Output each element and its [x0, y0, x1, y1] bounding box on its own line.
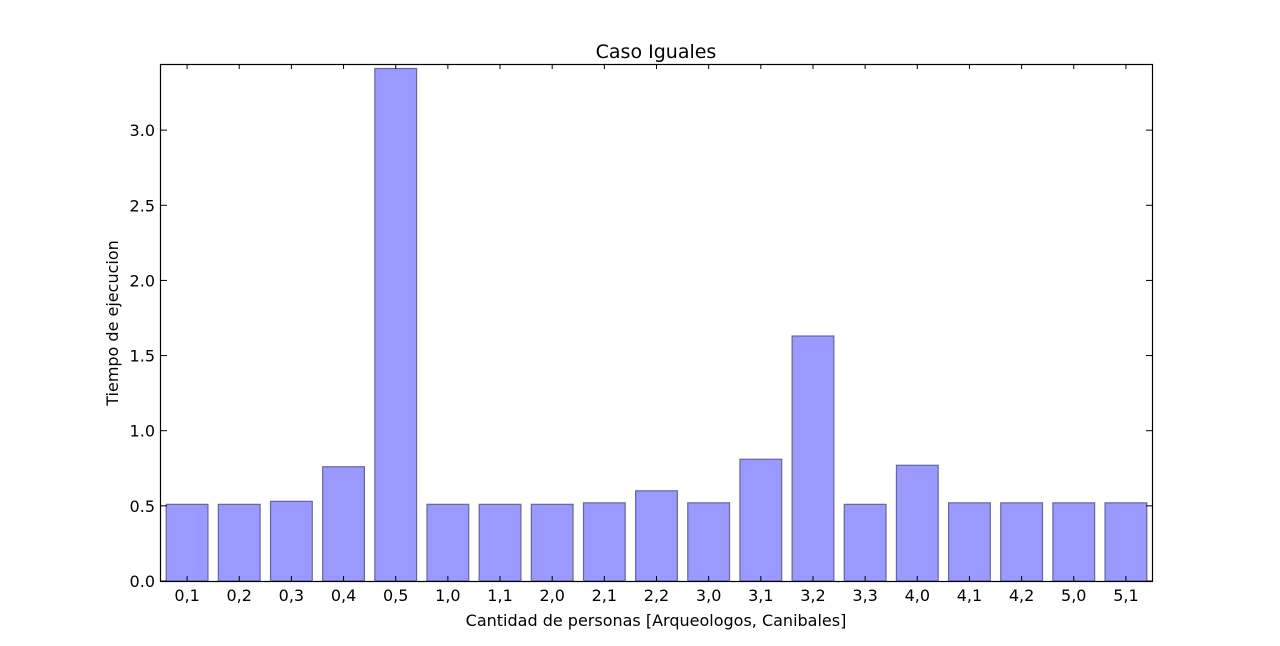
- bar-0-3: [269, 500, 313, 582]
- bar-3-3: [843, 503, 887, 582]
- bar-4-0: [895, 464, 939, 582]
- x-tick-label: 5,1: [1113, 586, 1138, 605]
- x-tick-label: 0,4: [331, 586, 356, 605]
- y-axis-label: Tiempo de ejecucion: [103, 240, 122, 407]
- x-axis: 0,1 0,2 0,3 0,4 0,5 1,0 1,1 2,0 2,1 2,2 3,0 3,1 3,2 3…: [174, 64, 1139, 605]
- bar-3-0: [687, 502, 731, 582]
- x-tick-label: 0,2: [227, 586, 252, 605]
- x-tick-label: 5,0: [1061, 586, 1086, 605]
- bar-0-2: [217, 503, 261, 582]
- bars-group: [165, 67, 1148, 582]
- x-tick-label: 2,0: [539, 586, 564, 605]
- y-axis: 0.0 0.5 1.0 1.5 2.0 2.5 3.0: [130, 121, 1152, 591]
- x-tick-label: 0,1: [174, 586, 199, 605]
- chart-title: Caso Iguales: [596, 41, 717, 63]
- x-tick-label: 0,3: [279, 586, 304, 605]
- x-tick-label: 3,0: [696, 586, 721, 605]
- y-tick-label: 2.0: [130, 271, 155, 290]
- x-axis-label: Cantidad de personas [Arqueologos, Canib…: [466, 611, 847, 630]
- y-tick-label: 0.5: [130, 497, 155, 516]
- bar-0-4: [322, 466, 366, 582]
- x-tick-label: 1,1: [487, 586, 512, 605]
- bar-0-1: [165, 503, 209, 582]
- y-tick-label: 3.0: [130, 121, 155, 140]
- bar-1-1: [478, 503, 522, 582]
- bar-5-1: [1104, 502, 1148, 582]
- x-tick-label: 0,5: [383, 586, 408, 605]
- bar-3-1: [739, 458, 783, 582]
- bar-5-0: [1052, 502, 1096, 582]
- bar-4-2: [1000, 502, 1044, 582]
- x-tick-label: 4,1: [957, 586, 982, 605]
- x-tick-label: 4,0: [905, 586, 930, 605]
- bar-4-1: [947, 502, 991, 582]
- y-tick-label: 0.0: [130, 572, 155, 591]
- x-tick-label: 1,0: [435, 586, 460, 605]
- x-tick-label: 3,3: [852, 586, 877, 605]
- x-tick-label: 2,1: [592, 586, 617, 605]
- x-tick-label: 2,2: [644, 586, 669, 605]
- bar-2-2: [635, 490, 678, 582]
- y-tick-label: 1.5: [130, 347, 155, 366]
- x-tick-label: 3,1: [748, 586, 773, 605]
- x-tick-label: 4,2: [1009, 586, 1034, 605]
- bar-2-0: [530, 503, 574, 582]
- y-tick-label: 1.0: [130, 422, 155, 441]
- bar-1-0: [426, 503, 470, 582]
- y-tick-label: 2.5: [130, 196, 155, 215]
- bar-0-5: [374, 67, 418, 582]
- bar-3-2: [791, 335, 835, 582]
- x-tick-label: 3,2: [800, 586, 825, 605]
- bar-2-1: [582, 502, 626, 582]
